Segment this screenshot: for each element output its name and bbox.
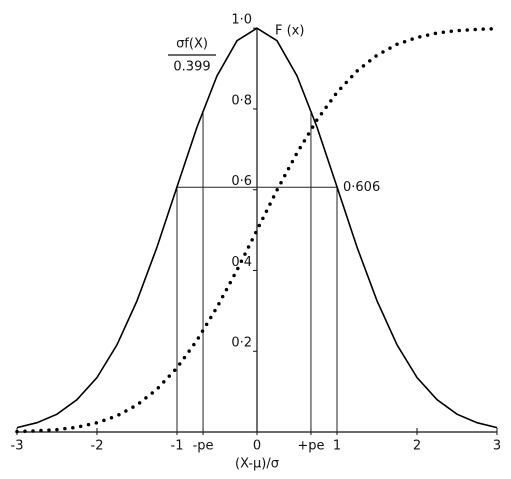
x-tick-label: -pe bbox=[193, 439, 214, 454]
y-tick-label: 1·0 bbox=[231, 13, 252, 28]
x-tick-label: 1 bbox=[333, 439, 341, 454]
x-tick-label: +pe bbox=[297, 439, 324, 454]
x-tick-label: 3 bbox=[493, 439, 501, 454]
x-tick-label: 0 bbox=[253, 439, 261, 454]
y-tick-label: 0·2 bbox=[231, 336, 252, 351]
series-line bbox=[16, 27, 498, 429]
annotation-label: 0·606 bbox=[343, 180, 380, 195]
x-axis-label: (X-μ)/σ bbox=[235, 457, 279, 472]
y-tick-label: 0·8 bbox=[231, 93, 252, 108]
series-label: F (x) bbox=[275, 24, 304, 39]
y-label-numerator: σf(X) bbox=[176, 37, 208, 52]
x-tick-label: -1 bbox=[171, 439, 184, 454]
y-label-denominator: 0.399 bbox=[173, 60, 210, 75]
series-line bbox=[15, 26, 499, 434]
y-tick-label: 0·6 bbox=[231, 174, 252, 189]
x-tick-label: -3 bbox=[11, 439, 24, 454]
x-tick-label: -2 bbox=[91, 439, 104, 454]
x-tick-label: 2 bbox=[413, 439, 421, 454]
